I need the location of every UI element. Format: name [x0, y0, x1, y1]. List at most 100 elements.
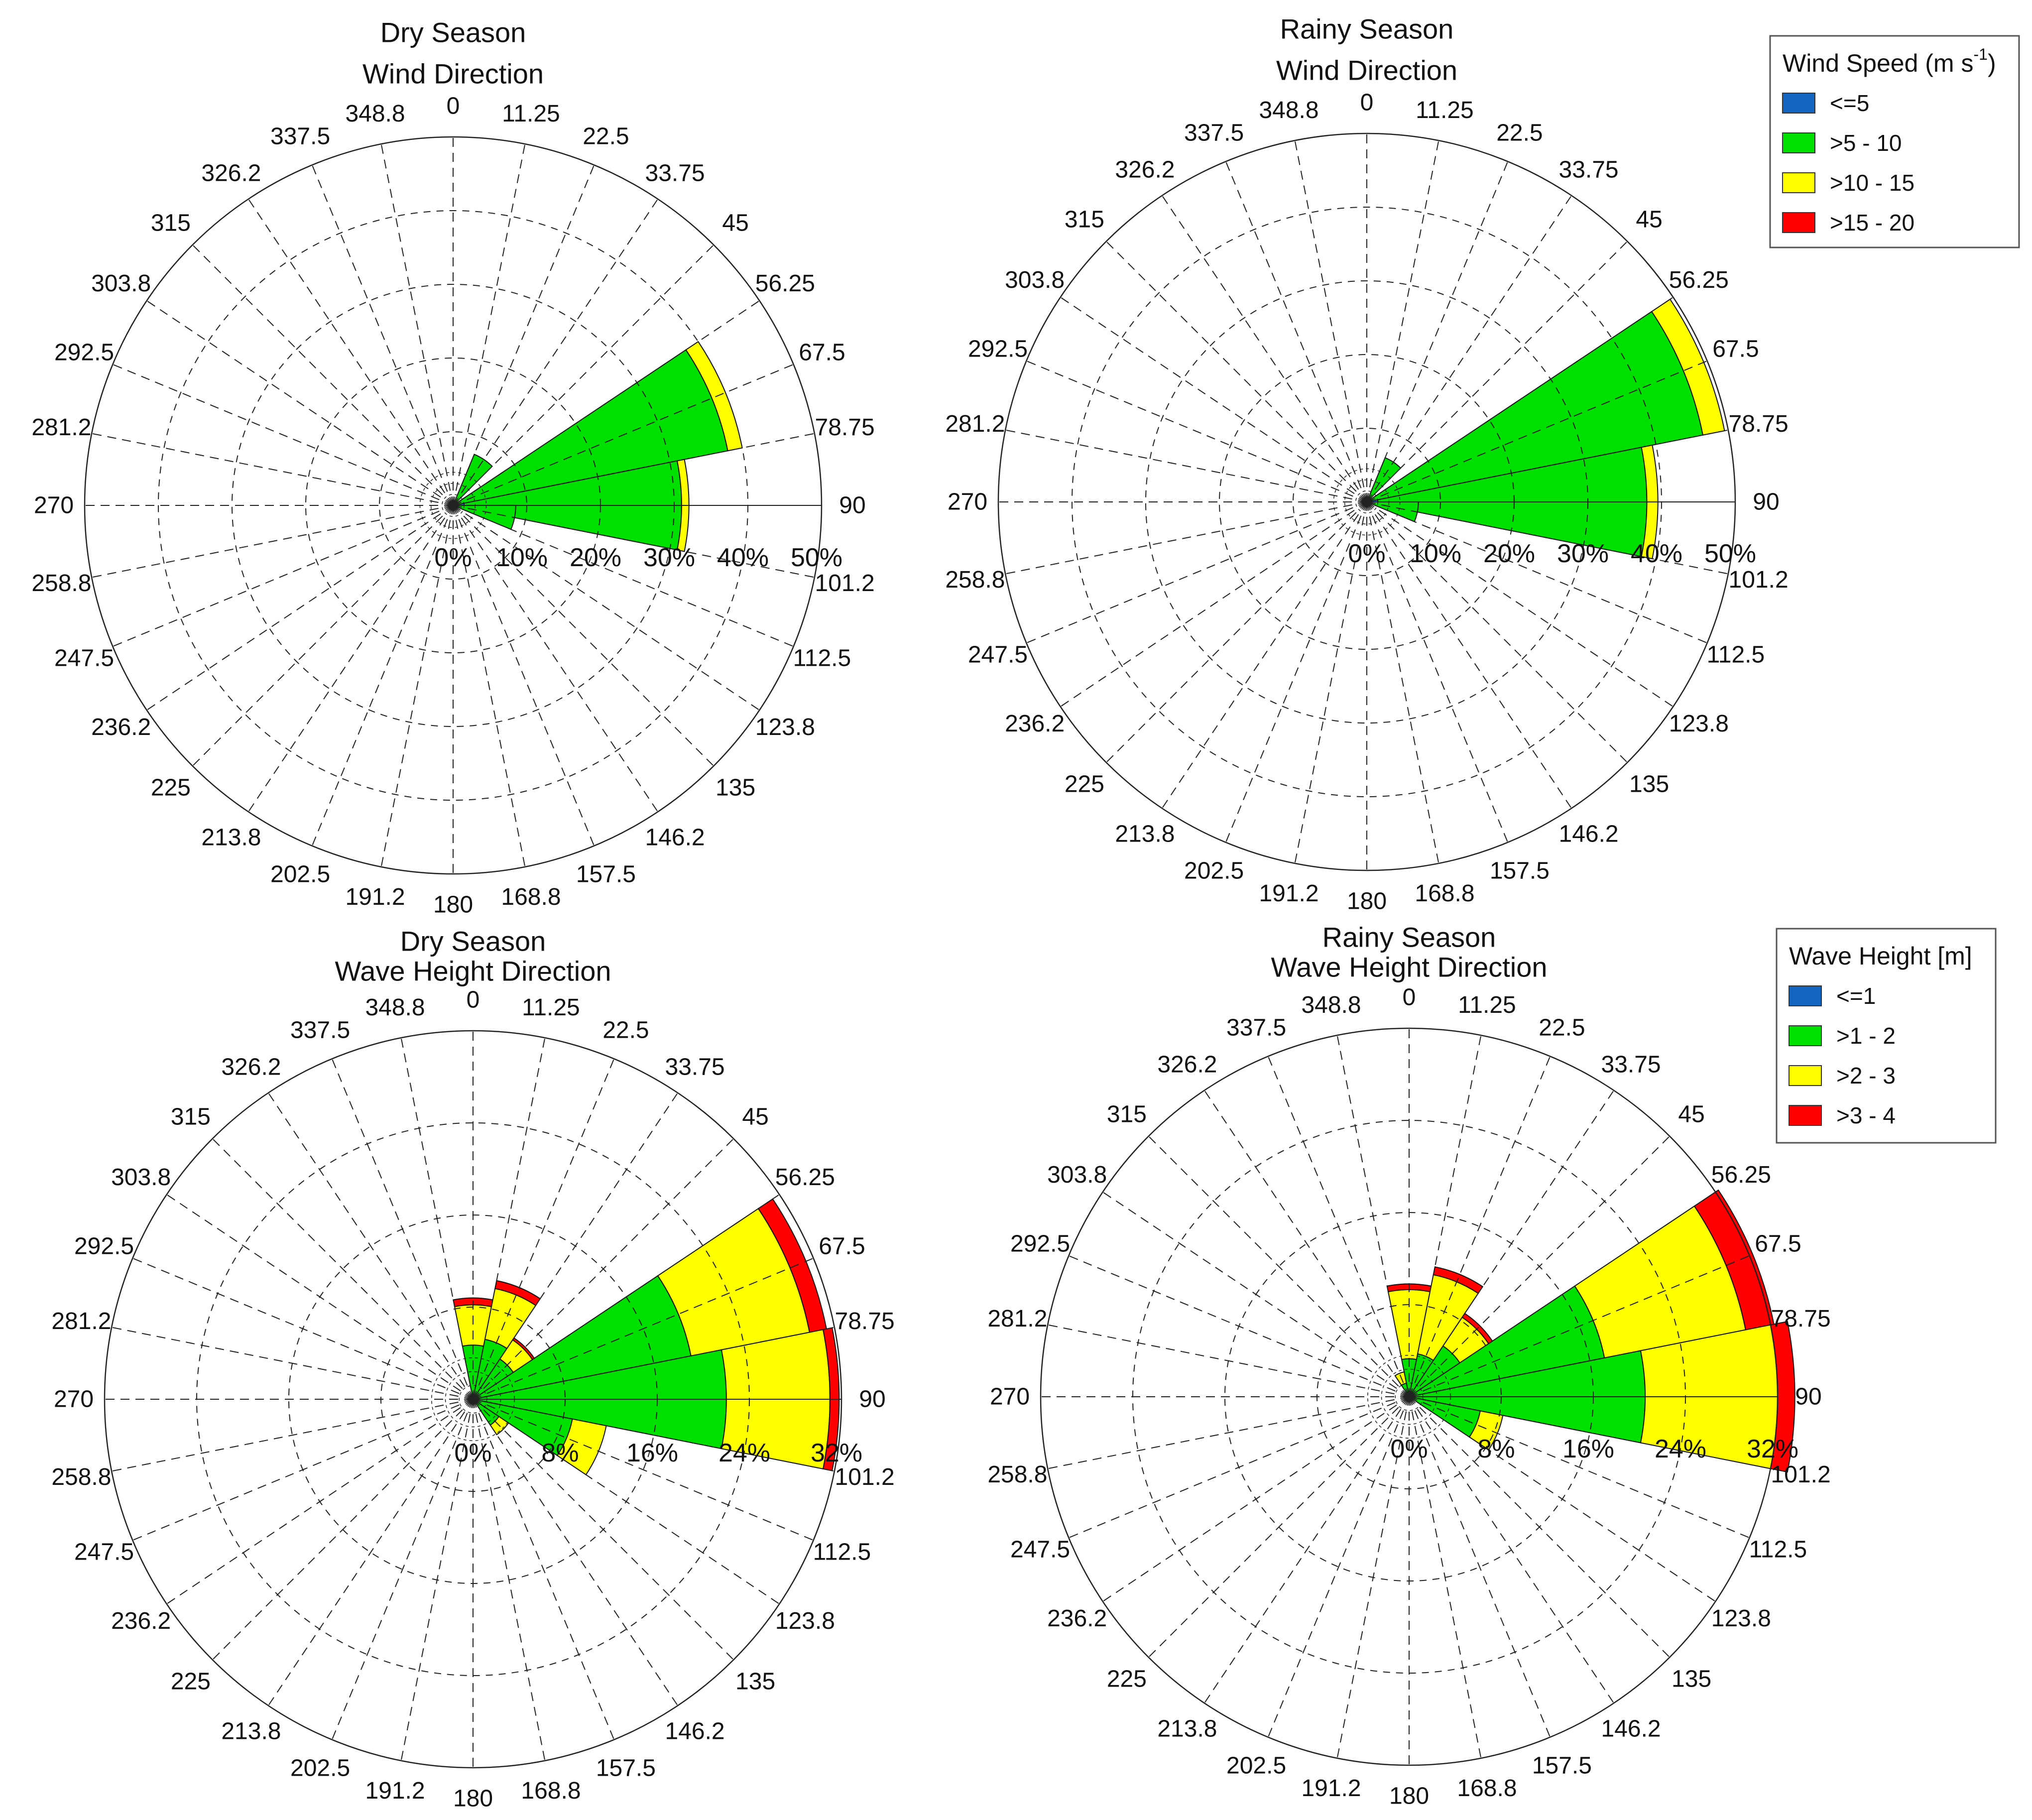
spoke [453, 505, 760, 711]
direction-label: 191.2 [1301, 1775, 1361, 1802]
spoke [1204, 1090, 1410, 1397]
legend-label: <=5 [1830, 90, 1869, 116]
direction-label: 0 [1403, 984, 1416, 1011]
spoke [453, 199, 658, 506]
direction-label: 258.8 [51, 1464, 111, 1490]
spoke [453, 244, 714, 506]
radial-tick-label: 20% [570, 543, 621, 572]
direction-label: 236.2 [91, 714, 151, 740]
chart-title-line2: Wind Direction [362, 58, 544, 90]
radial-tick-label: 8% [541, 1439, 579, 1467]
rose-sector-45-bin-3 [512, 1337, 535, 1360]
direction-label: 225 [1107, 1666, 1147, 1693]
direction-label: 78.75 [835, 1308, 895, 1335]
direction-label: 11.25 [1416, 97, 1474, 123]
spoke [1102, 1396, 1410, 1602]
spoke [473, 1399, 615, 1740]
direction-label: 303.8 [91, 270, 151, 297]
windrose-dry-wind: Dry Season Wind Direction 0 11.25 22.5 33.75 4… [31, 17, 874, 918]
spoke [268, 1399, 474, 1706]
legend-swatch [1789, 1025, 1822, 1046]
direction-label: 292.5 [968, 336, 1028, 363]
legend-swatch [1789, 985, 1822, 1006]
spoke [1409, 1396, 1614, 1703]
direction-label: 22.5 [583, 123, 629, 150]
spoke [112, 364, 454, 506]
radial-tick-label: 16% [626, 1439, 678, 1467]
direction-label: 90 [1753, 489, 1779, 515]
spoke [1366, 429, 1728, 502]
spoke [1068, 1255, 1410, 1397]
spoke [1026, 360, 1367, 502]
spoke [1409, 1396, 1551, 1738]
spoke [1148, 1396, 1410, 1658]
direction-label: 101.2 [835, 1464, 895, 1490]
spoke [212, 1138, 474, 1400]
legend-label: >15 - 20 [1830, 210, 1914, 236]
direction-label: 78.75 [1771, 1306, 1831, 1332]
direction-label: 180 [1389, 1783, 1429, 1810]
radial-tick-label: 30% [643, 543, 695, 572]
spoke [453, 164, 595, 506]
direction-label: 348.8 [365, 994, 425, 1021]
direction-label: 0 [1360, 90, 1374, 116]
radial-tick-label: 8% [1477, 1435, 1515, 1463]
direction-label: 101.2 [1729, 567, 1789, 593]
spoke [1409, 1090, 1614, 1397]
spoke [380, 144, 454, 506]
direction-label: 33.75 [645, 160, 705, 187]
spoke [453, 300, 760, 506]
spoke [453, 144, 526, 506]
chart-title-line1: Rainy Season [1322, 922, 1496, 953]
direction-label: 191.2 [345, 884, 405, 910]
windrose-rainy-wind: Rainy Season Wind Direction 0 11.25 22.5 33.7… [945, 13, 1788, 915]
direction-label: 45 [1678, 1101, 1704, 1127]
spoke [311, 164, 454, 506]
spoke [1148, 1136, 1410, 1397]
spoke [112, 1327, 474, 1400]
spoke [1409, 1396, 1750, 1539]
spoke [1409, 1324, 1771, 1397]
spoke [1336, 1035, 1410, 1397]
direction-label: 270 [54, 1386, 94, 1413]
radial-tick-label: 30% [1557, 539, 1609, 568]
spoke [453, 505, 658, 812]
direction-label: 247.5 [54, 645, 114, 671]
legend-swatch [1782, 212, 1815, 233]
chart-title-line1: Rainy Season [1280, 13, 1454, 45]
spoke [1409, 1396, 1482, 1758]
spoke [1026, 501, 1367, 644]
direction-label: 22.5 [1539, 1015, 1585, 1041]
radial-tick-label: 10% [1410, 539, 1461, 568]
direction-label: 11.25 [502, 101, 560, 127]
direction-label: 157.5 [596, 1755, 656, 1781]
legend-swatch [1782, 132, 1815, 153]
direction-label: 135 [1629, 771, 1669, 798]
direction-label: 180 [1347, 888, 1387, 915]
radial-tick-label: 20% [1483, 539, 1535, 568]
spoke [92, 505, 454, 578]
direction-label: 112.5 [1707, 641, 1765, 668]
direction-label: 213.8 [1115, 821, 1175, 847]
direction-label: 123.8 [1669, 711, 1729, 737]
spoke [192, 505, 454, 766]
spoke [248, 199, 454, 506]
spoke [1162, 501, 1367, 809]
spoke [1162, 195, 1367, 502]
spoke [1409, 1255, 1750, 1397]
direction-label: 22.5 [602, 1017, 649, 1044]
direction-label: 90 [1795, 1384, 1821, 1410]
direction-label: 326.2 [201, 160, 261, 187]
direction-label: 123.8 [775, 1608, 835, 1634]
spoke [473, 1038, 546, 1400]
direction-label: 33.75 [1601, 1052, 1661, 1078]
direction-label: 247.5 [1010, 1536, 1070, 1563]
direction-label: 213.8 [201, 824, 261, 850]
direction-label: 146.2 [665, 1718, 725, 1744]
direction-label: 292.5 [1010, 1231, 1070, 1257]
direction-label: 56.25 [755, 270, 815, 297]
spoke [1336, 1396, 1410, 1758]
spoke [473, 1399, 835, 1472]
spoke [1366, 501, 1572, 809]
